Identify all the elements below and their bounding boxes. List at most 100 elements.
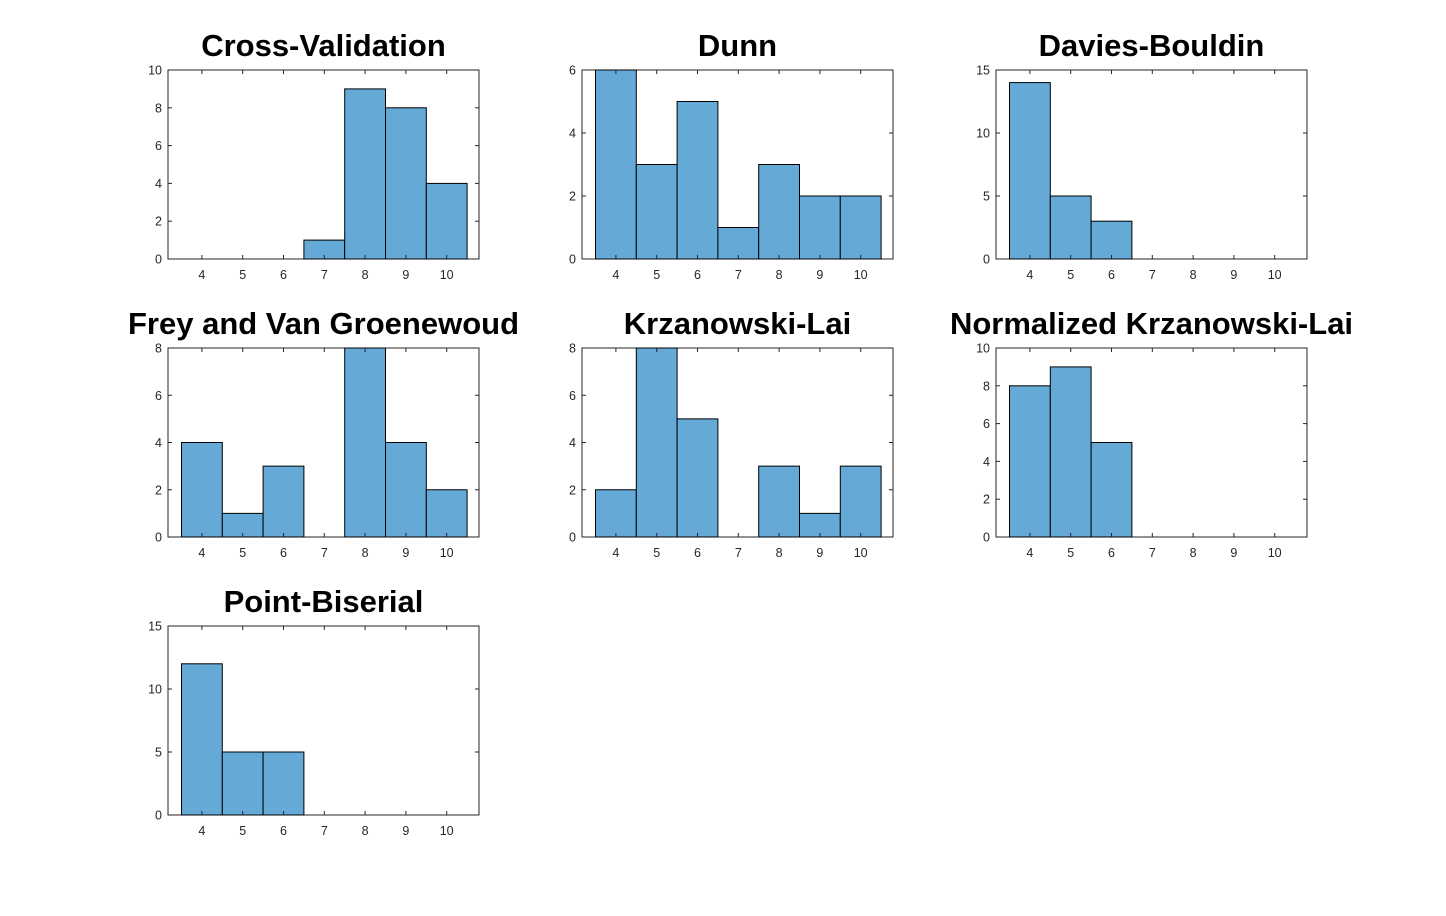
x-tick-label: 4 bbox=[198, 268, 205, 282]
x-tick-label: 4 bbox=[1026, 268, 1033, 282]
x-tick-label: 10 bbox=[1268, 546, 1282, 560]
y-tick-label: 2 bbox=[983, 493, 990, 507]
histogram-bar bbox=[839, 195, 882, 260]
panel-title: Dunn bbox=[698, 28, 777, 63]
x-tick-label: 9 bbox=[816, 546, 823, 560]
subplot-3: Davies-Bouldin 0 5 10 15 4 5 6 7 8 9 10 bbox=[976, 28, 1308, 282]
x-tick-label: 4 bbox=[198, 824, 205, 838]
histogram-bar bbox=[1009, 82, 1051, 260]
x-tick-label: 8 bbox=[362, 546, 369, 560]
x-tick-label: 6 bbox=[694, 546, 701, 560]
panel-title: Normalized Krzanowski-Lai bbox=[950, 306, 1353, 341]
y-tick-label: 4 bbox=[155, 436, 162, 450]
x-tick-label: 6 bbox=[280, 268, 287, 282]
x-tick-label: 9 bbox=[1230, 546, 1237, 560]
histogram-bar bbox=[425, 182, 468, 260]
y-tick-label: 6 bbox=[155, 139, 162, 153]
y-tick-label: 6 bbox=[569, 389, 576, 403]
x-tick-label: 10 bbox=[854, 546, 868, 560]
y-tick-label: 0 bbox=[983, 253, 990, 267]
x-tick-label: 6 bbox=[280, 546, 287, 560]
histogram-bar bbox=[385, 442, 427, 538]
x-tick-label: 7 bbox=[321, 268, 328, 282]
y-tick-label: 15 bbox=[976, 64, 990, 78]
x-tick-label: 7 bbox=[735, 546, 742, 560]
x-tick-label: 7 bbox=[1149, 268, 1156, 282]
histogram-bar bbox=[221, 751, 264, 816]
y-tick-label: 4 bbox=[569, 436, 576, 450]
histogram-bar bbox=[595, 489, 637, 538]
x-tick-label: 8 bbox=[362, 268, 369, 282]
histogram-bar bbox=[425, 489, 468, 538]
y-tick-label: 0 bbox=[983, 531, 990, 545]
panel-title: Frey and Van Groenewoud bbox=[128, 306, 519, 341]
histogram-bar bbox=[758, 164, 801, 260]
x-tick-label: 4 bbox=[612, 268, 619, 282]
histogram-bar bbox=[676, 101, 719, 260]
y-tick-label: 10 bbox=[976, 127, 990, 141]
x-tick-label: 4 bbox=[198, 546, 205, 560]
x-tick-label: 10 bbox=[440, 268, 454, 282]
x-tick-label: 8 bbox=[362, 824, 369, 838]
x-tick-label: 8 bbox=[776, 268, 783, 282]
histogram-bar bbox=[799, 195, 841, 260]
y-tick-label: 6 bbox=[569, 64, 576, 78]
histogram-bar bbox=[1090, 220, 1133, 260]
y-tick-label: 2 bbox=[155, 483, 162, 497]
x-tick-label: 5 bbox=[239, 824, 246, 838]
y-tick-label: 8 bbox=[155, 101, 162, 115]
x-tick-label: 9 bbox=[402, 268, 409, 282]
y-tick-label: 4 bbox=[983, 455, 990, 469]
x-tick-label: 6 bbox=[694, 268, 701, 282]
histogram-bar bbox=[717, 227, 760, 260]
histogram-bar bbox=[1049, 366, 1092, 538]
histogram-bar bbox=[839, 465, 882, 538]
x-tick-label: 9 bbox=[1230, 268, 1237, 282]
x-tick-label: 5 bbox=[653, 546, 660, 560]
x-tick-label: 10 bbox=[440, 546, 454, 560]
x-tick-label: 8 bbox=[1190, 546, 1197, 560]
x-tick-label: 4 bbox=[1026, 546, 1033, 560]
x-tick-label: 7 bbox=[1149, 546, 1156, 560]
histogram-bar bbox=[1049, 195, 1092, 260]
histogram-bar bbox=[635, 164, 678, 260]
histogram-bar bbox=[181, 442, 223, 538]
x-tick-label: 7 bbox=[735, 268, 742, 282]
y-tick-label: 0 bbox=[155, 531, 162, 545]
y-tick-label: 6 bbox=[155, 389, 162, 403]
panel-title: Krzanowski-Lai bbox=[624, 306, 851, 341]
y-tick-label: 2 bbox=[155, 215, 162, 229]
y-tick-label: 0 bbox=[569, 531, 576, 545]
y-tick-label: 4 bbox=[569, 127, 576, 141]
y-tick-label: 8 bbox=[983, 379, 990, 393]
histogram-bar bbox=[385, 107, 427, 260]
y-tick-label: 2 bbox=[569, 483, 576, 497]
x-tick-label: 7 bbox=[321, 546, 328, 560]
x-tick-label: 5 bbox=[239, 546, 246, 560]
y-tick-label: 10 bbox=[976, 342, 990, 356]
x-tick-label: 5 bbox=[1067, 546, 1074, 560]
subplot-6: Normalized Krzanowski-Lai 0 2 4 6 8 10 4 5 6 7 8 9 10 bbox=[950, 306, 1353, 560]
histogram-bar bbox=[181, 663, 223, 816]
subplot-5: Krzanowski-Lai 0 2 4 6 8 4 5 6 7 8 9 10 bbox=[569, 306, 894, 560]
histogram-bar bbox=[344, 347, 387, 538]
y-tick-label: 10 bbox=[148, 64, 162, 78]
subplot-2: Dunn 0 2 4 6 4 5 6 7 8 9 10 bbox=[569, 28, 894, 282]
x-tick-label: 5 bbox=[1067, 268, 1074, 282]
panel-title: Point-Biserial bbox=[224, 584, 424, 619]
y-tick-label: 0 bbox=[155, 253, 162, 267]
histogram-bar bbox=[344, 88, 387, 260]
histogram-bar bbox=[676, 418, 719, 538]
histogram-bar bbox=[635, 347, 678, 538]
subplot-1: Cross-Validation 0 2 4 6 8 10 4 5 6 7 8 9 10 bbox=[148, 28, 480, 282]
y-tick-label: 0 bbox=[569, 253, 576, 267]
x-tick-label: 5 bbox=[653, 268, 660, 282]
histogram-bar bbox=[262, 465, 305, 538]
y-tick-label: 15 bbox=[148, 620, 162, 634]
histogram-bar bbox=[1090, 442, 1133, 538]
y-tick-label: 8 bbox=[155, 342, 162, 356]
subplot-7: Point-Biserial 0 5 10 15 4 5 6 7 8 9 10 bbox=[148, 584, 480, 838]
y-tick-label: 8 bbox=[569, 342, 576, 356]
x-tick-label: 10 bbox=[854, 268, 868, 282]
